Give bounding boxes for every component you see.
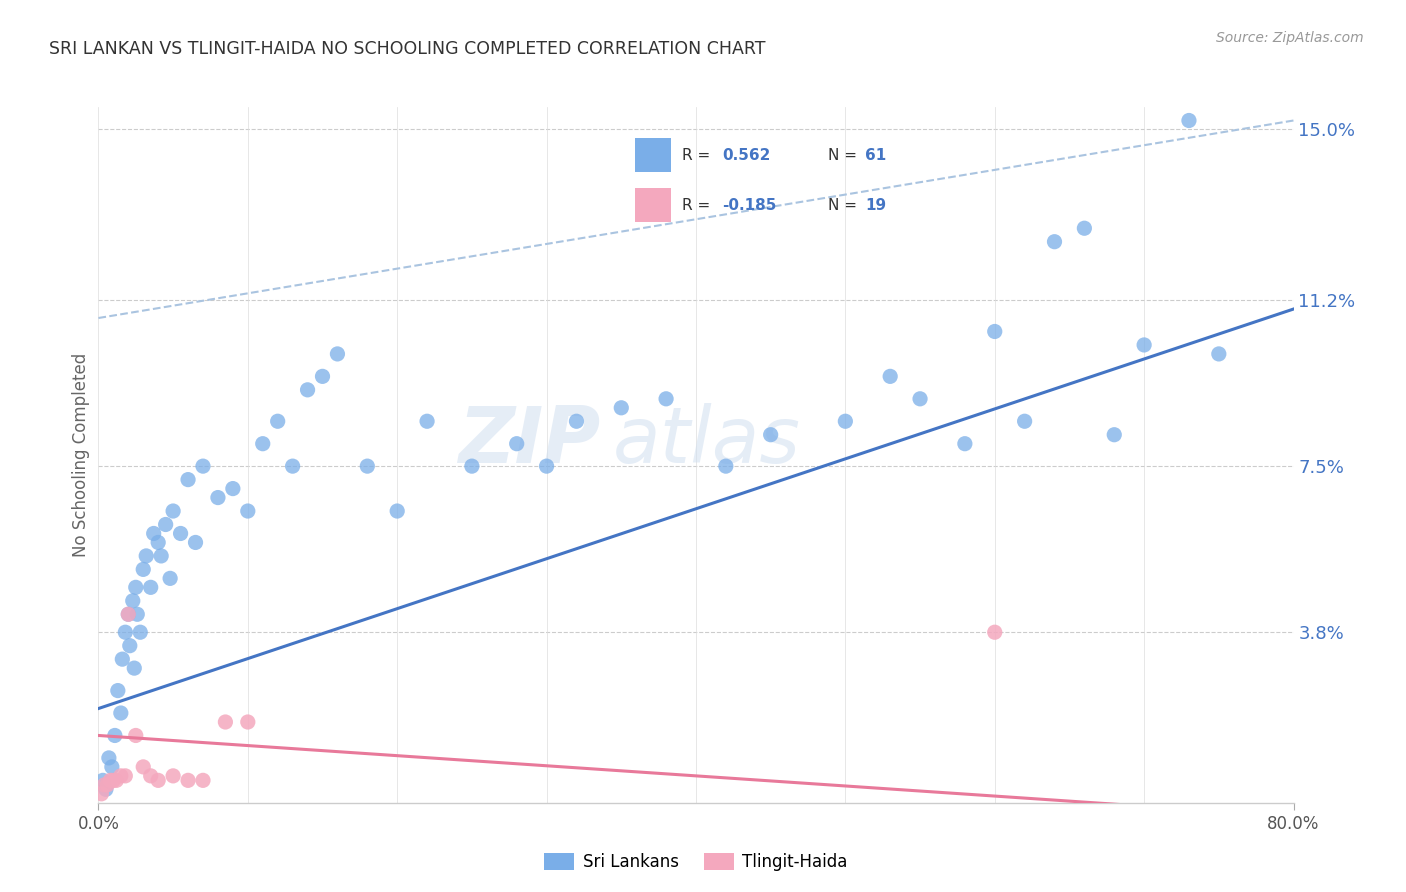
- Point: [162, 769, 184, 783]
- Point: [105, 773, 128, 788]
- Point: [1073, 221, 1095, 235]
- Text: atlas: atlas: [613, 403, 800, 479]
- Point: [1178, 113, 1201, 128]
- Point: [139, 580, 162, 594]
- Point: [121, 594, 143, 608]
- Point: [565, 414, 588, 428]
- Point: [110, 769, 132, 783]
- Point: [100, 773, 122, 788]
- Point: [177, 773, 200, 788]
- Point: [879, 369, 901, 384]
- Point: [655, 392, 678, 406]
- Point: [135, 549, 157, 563]
- Point: [222, 482, 245, 496]
- Point: [124, 661, 146, 675]
- Point: [118, 639, 141, 653]
- Legend: Sri Lankans, Tlingit-Haida: Sri Lankans, Tlingit-Haida: [537, 847, 855, 878]
- Point: [148, 535, 170, 549]
- Point: [714, 459, 737, 474]
- Point: [759, 427, 782, 442]
- Point: [125, 580, 148, 594]
- Point: [191, 459, 214, 474]
- Point: [127, 607, 149, 622]
- Point: [984, 325, 1007, 339]
- Point: [169, 526, 191, 541]
- Point: [91, 773, 114, 788]
- Point: [610, 401, 633, 415]
- Point: [536, 459, 558, 474]
- Point: [103, 773, 125, 788]
- Point: [908, 392, 931, 406]
- Point: [207, 491, 229, 505]
- Point: [953, 436, 976, 450]
- Point: [96, 778, 118, 792]
- Point: [97, 751, 120, 765]
- Point: [125, 729, 148, 743]
- Point: [93, 778, 115, 792]
- Point: [132, 760, 155, 774]
- Point: [104, 729, 127, 743]
- Point: [461, 459, 484, 474]
- Point: [834, 414, 856, 428]
- Point: [506, 436, 529, 450]
- Point: [159, 571, 181, 585]
- Point: [114, 769, 136, 783]
- Point: [267, 414, 290, 428]
- Point: [252, 436, 274, 450]
- Point: [107, 683, 129, 698]
- Point: [236, 504, 259, 518]
- Point: [1102, 427, 1125, 442]
- Point: [162, 504, 184, 518]
- Point: [191, 773, 214, 788]
- Point: [117, 607, 139, 622]
- Point: [416, 414, 439, 428]
- Point: [236, 714, 259, 729]
- Point: [311, 369, 333, 384]
- Point: [142, 526, 165, 541]
- Point: [184, 535, 207, 549]
- Point: [1133, 338, 1156, 352]
- Point: [356, 459, 378, 474]
- Point: [94, 782, 117, 797]
- Point: [139, 769, 162, 783]
- Point: [1043, 235, 1066, 249]
- Point: [117, 607, 139, 622]
- Point: [132, 562, 155, 576]
- Point: [385, 504, 409, 518]
- Point: [150, 549, 173, 563]
- Point: [177, 473, 200, 487]
- Point: [1208, 347, 1230, 361]
- Point: [111, 652, 134, 666]
- Y-axis label: No Schooling Completed: No Schooling Completed: [72, 353, 90, 557]
- Point: [148, 773, 170, 788]
- Text: Source: ZipAtlas.com: Source: ZipAtlas.com: [1216, 31, 1364, 45]
- Point: [326, 347, 349, 361]
- Point: [114, 625, 136, 640]
- Point: [297, 383, 319, 397]
- Point: [155, 517, 177, 532]
- Point: [110, 706, 132, 720]
- Text: SRI LANKAN VS TLINGIT-HAIDA NO SCHOOLING COMPLETED CORRELATION CHART: SRI LANKAN VS TLINGIT-HAIDA NO SCHOOLING…: [49, 40, 766, 58]
- Point: [281, 459, 304, 474]
- Point: [984, 625, 1007, 640]
- Point: [214, 714, 236, 729]
- Point: [101, 760, 124, 774]
- Text: ZIP: ZIP: [458, 403, 600, 479]
- Point: [90, 787, 112, 801]
- Point: [129, 625, 152, 640]
- Point: [1014, 414, 1036, 428]
